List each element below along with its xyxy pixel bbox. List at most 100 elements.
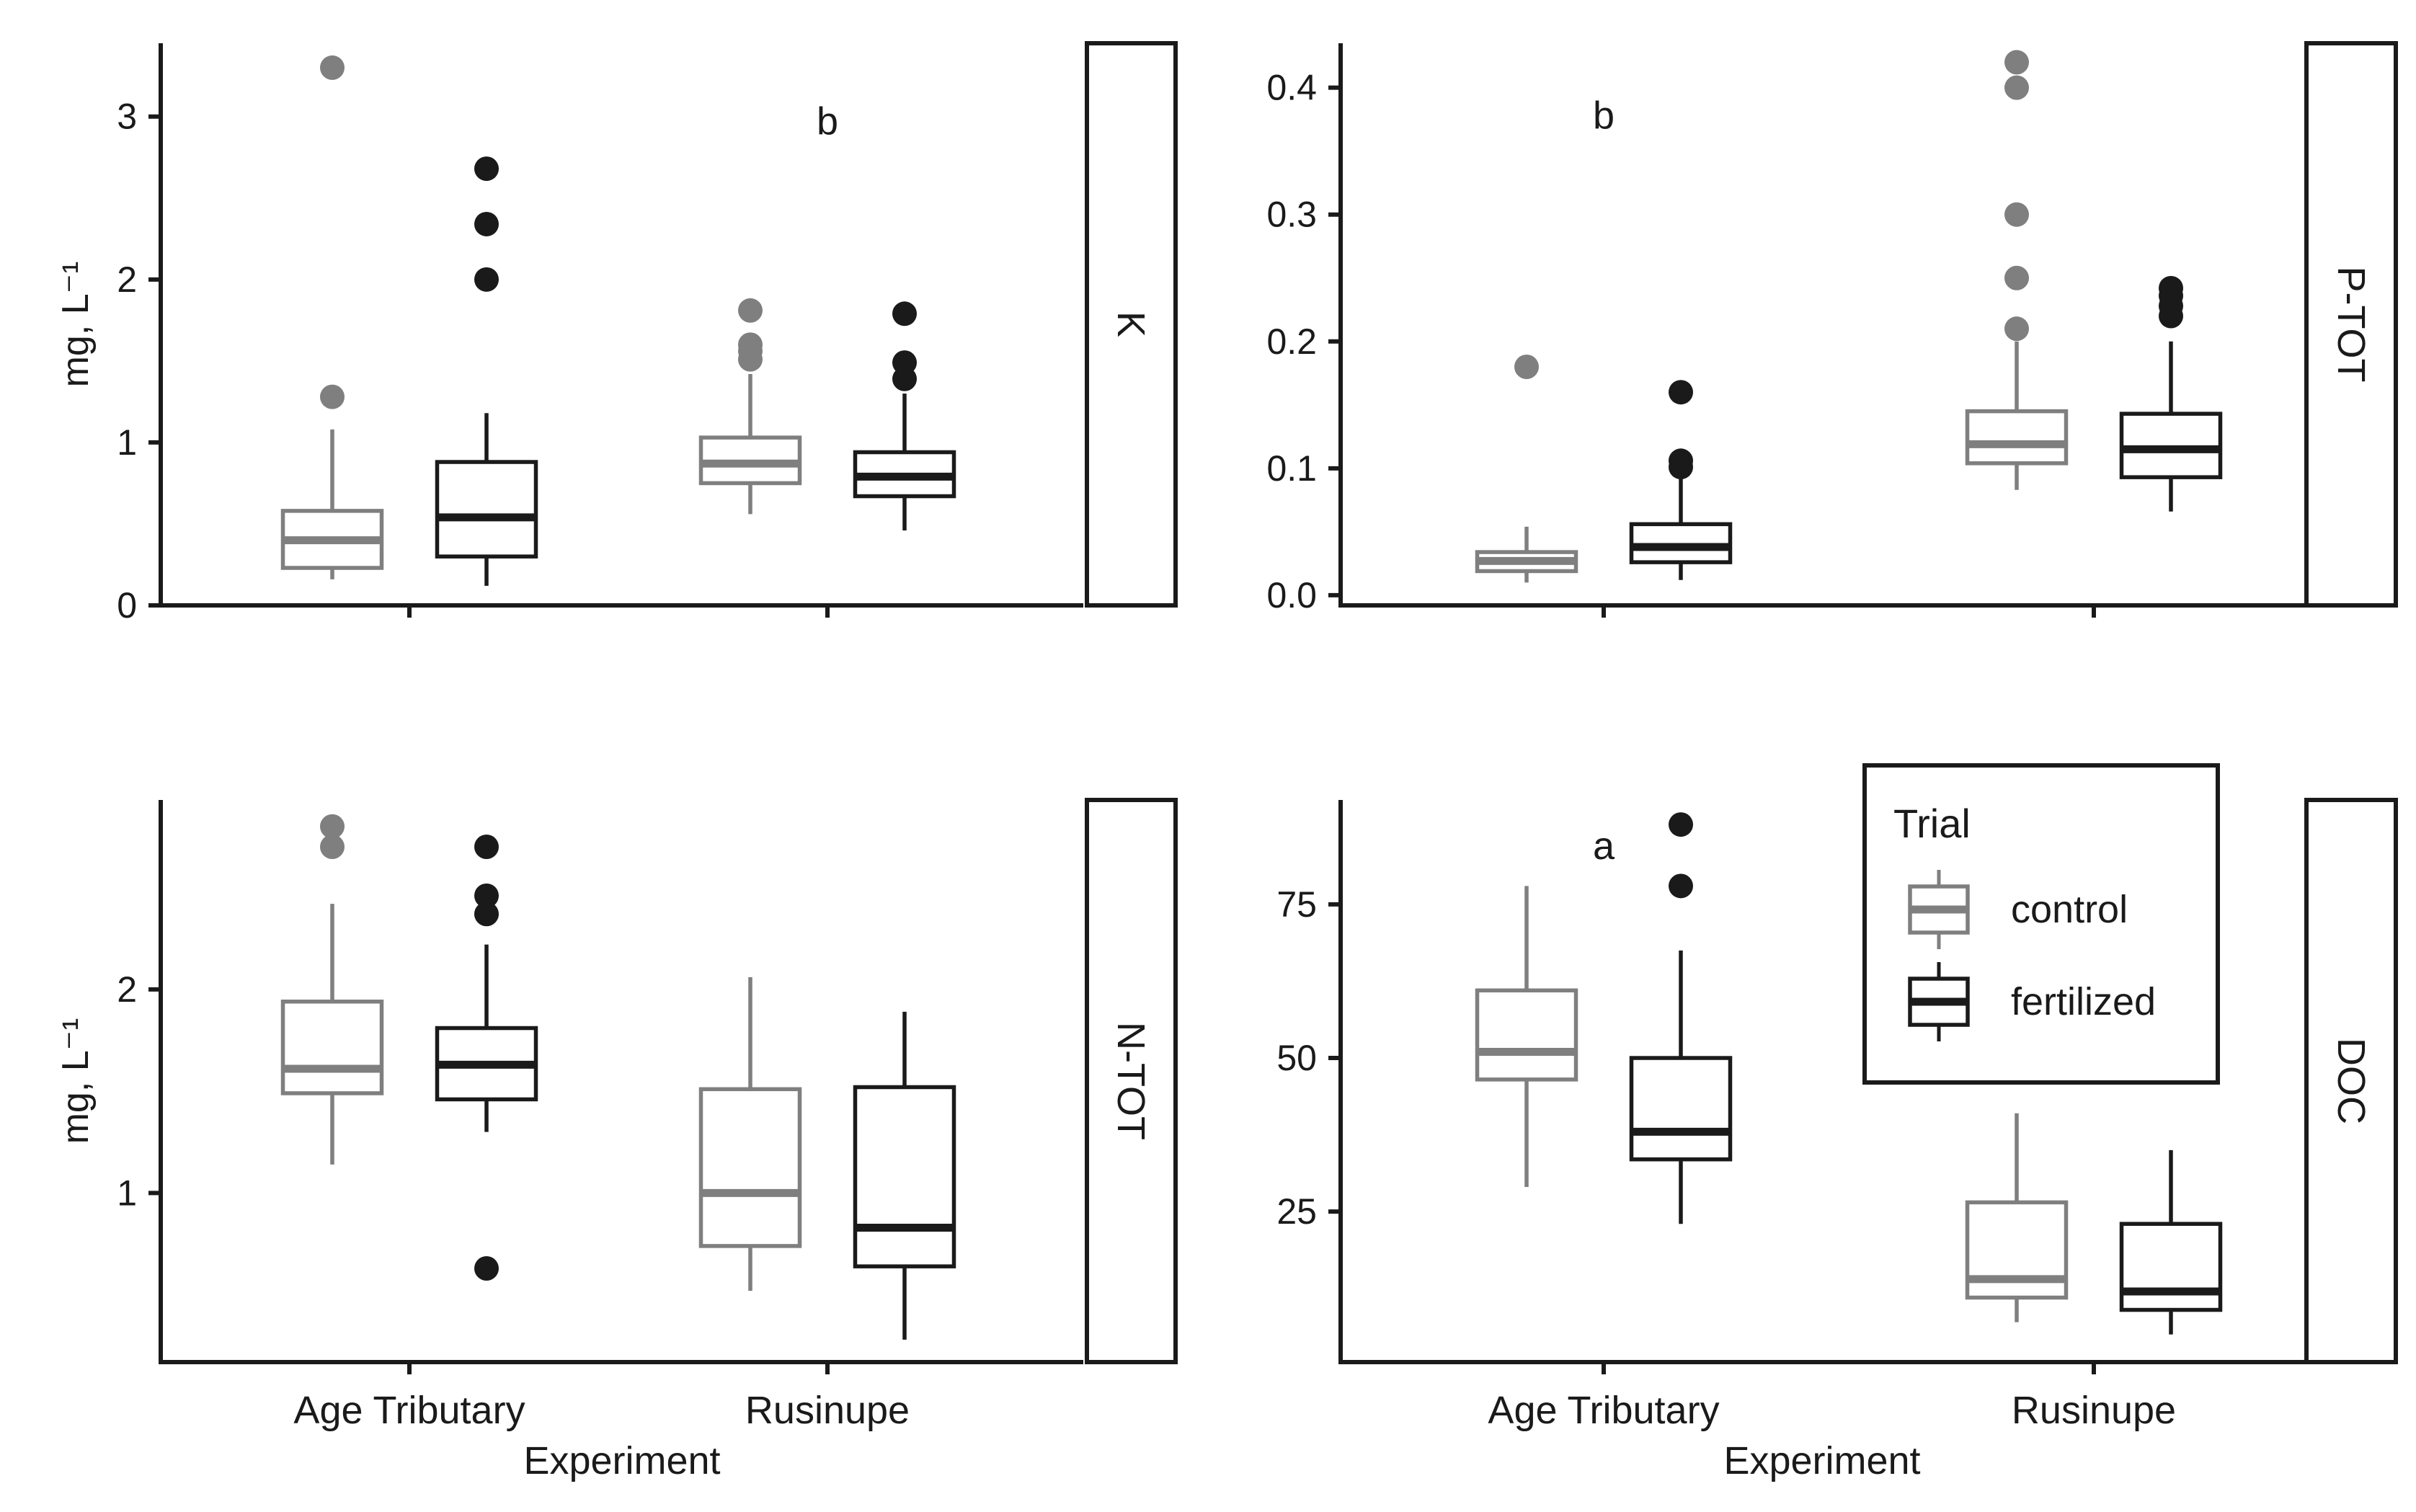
panel-k: 0 1 2 3 b K mg, L⁻¹ [55, 41, 1178, 626]
outlier-point [2004, 316, 2029, 342]
x-axis-label: Experiment [1723, 1439, 1920, 1482]
panel-p-tot: 0.0 0.1 0.2 0.3 0.4 b P-TOT [1266, 41, 2398, 618]
y-tick-label: 3 [117, 97, 137, 137]
outlier-point [320, 384, 345, 409]
outlier-point [1669, 812, 1693, 837]
strip-box [1085, 41, 1178, 608]
outlier-point [2004, 50, 2029, 75]
box-fertilized-age-tributary [1629, 380, 1733, 580]
y-tick-label: 0 [117, 585, 137, 626]
outlier-point [1669, 380, 1693, 405]
outlier-point [2159, 275, 2183, 301]
box-layer [280, 814, 956, 1340]
outlier-point [738, 298, 763, 323]
iqr-box [1475, 988, 1578, 1082]
box-fertilized-age-tributary [1629, 812, 1733, 1224]
outlier-point [320, 814, 345, 839]
box-fertilized-rusinupe [853, 301, 956, 530]
outlier-point [474, 267, 499, 292]
legend: Trial control fertilized [1862, 763, 2220, 1085]
iqr-box [435, 460, 538, 559]
x-tick-group [407, 605, 830, 618]
y-tick-label: 0.1 [1266, 448, 1317, 489]
outlier-point [474, 211, 499, 236]
iqr-box [1629, 1056, 1733, 1162]
iqr-box [853, 1085, 956, 1268]
outlier-point [320, 55, 345, 80]
outlier-point [2004, 202, 2029, 227]
legend-item-control: control [1908, 870, 2128, 949]
panel-doc: 25 50 75 Age Tributary Rusinupe a DOC Exper… [1276, 798, 2398, 1482]
legend-item-label: fertilized [2011, 980, 2156, 1023]
box-control-rusinupe [1965, 50, 2069, 490]
legend-items: control fertilized [1908, 870, 2156, 1041]
annotation-group: b [817, 100, 838, 143]
y-tick-label: 0.4 [1266, 68, 1317, 108]
outlier-point [1669, 873, 1693, 899]
y-tick-label: 1 [117, 1173, 137, 1213]
box-fertilized-rusinupe [2119, 1149, 2223, 1335]
strip-box [2304, 41, 2398, 608]
box-control-age-tributary [1475, 886, 1578, 1188]
significance-letter: a [1593, 824, 1615, 868]
x-tick-label: Age Tributary [1488, 1389, 1719, 1432]
box-control-rusinupe [698, 977, 802, 1291]
significance-letter: b [1593, 94, 1615, 137]
x-tick-group: Age Tributary Rusinupe [1488, 1362, 2176, 1432]
strip-box [1085, 798, 1178, 1364]
x-tick-label: Rusinupe [2012, 1389, 2176, 1432]
outlier-point [2004, 75, 2029, 100]
legend-item-fertilized: fertilized [1908, 962, 2156, 1041]
iqr-box [1965, 409, 2069, 466]
y-tick-label: 0.0 [1266, 575, 1317, 615]
box-control-age-tributary [280, 814, 384, 1165]
box-control-age-tributary [280, 55, 384, 579]
y-tick-group: 25 50 75 [1276, 884, 1341, 1232]
box-control-rusinupe [698, 298, 802, 515]
strip-label: K [1109, 311, 1153, 337]
y-tick-label: 0.2 [1266, 321, 1317, 362]
y-tick-label: 2 [117, 259, 137, 300]
y-tick-group: 0 1 2 3 [117, 97, 161, 626]
outlier-point [474, 902, 499, 927]
box-fertilized-age-tributary [435, 835, 538, 1281]
x-tick-label: Age Tributary [293, 1389, 525, 1432]
y-tick-label: 50 [1276, 1038, 1317, 1078]
annotation-group: a [1593, 824, 1615, 868]
strip-box [2304, 798, 2398, 1364]
y-tick-label: 2 [117, 969, 137, 1010]
x-axis-label: Experiment [523, 1439, 720, 1482]
y-tick-label: 1 [117, 422, 137, 463]
iqr-box [280, 1000, 384, 1095]
outlier-point [474, 883, 499, 908]
strip-label: N-TOT [1109, 1022, 1153, 1140]
y-tick-group: 12 [117, 969, 161, 1213]
x-tick-label: Rusinupe [745, 1389, 910, 1432]
outlier-point [1514, 354, 1539, 379]
y-tick-label: 75 [1276, 884, 1317, 925]
outlier-point [320, 835, 345, 859]
strip-label: P-TOT [2330, 267, 2373, 383]
legend-item-label: control [2011, 888, 2128, 931]
outlier-point [738, 332, 763, 357]
outlier-point [474, 835, 499, 859]
y-tick-group: 0.0 0.1 0.2 0.3 0.4 [1266, 68, 1341, 615]
significance-letter: b [817, 100, 838, 143]
box-layer [1475, 812, 2223, 1335]
box-control-age-tributary [1475, 354, 1578, 583]
box-fertilized-rusinupe [853, 1011, 956, 1340]
box-fertilized-age-tributary [435, 156, 538, 586]
outlier-point [474, 1256, 499, 1281]
iqr-box [2119, 1222, 2223, 1312]
outlier-point [2004, 265, 2029, 290]
outlier-point [892, 350, 917, 375]
legend-title: Trial [1893, 801, 1971, 846]
outlier-point [1669, 448, 1693, 473]
outlier-point [892, 301, 917, 326]
outlier-point [474, 156, 499, 182]
iqr-box [698, 1087, 802, 1248]
y-tick-label: 0.3 [1266, 195, 1317, 235]
box-fertilized-rusinupe [2119, 275, 2223, 512]
annotation-group: b [1593, 94, 1615, 137]
